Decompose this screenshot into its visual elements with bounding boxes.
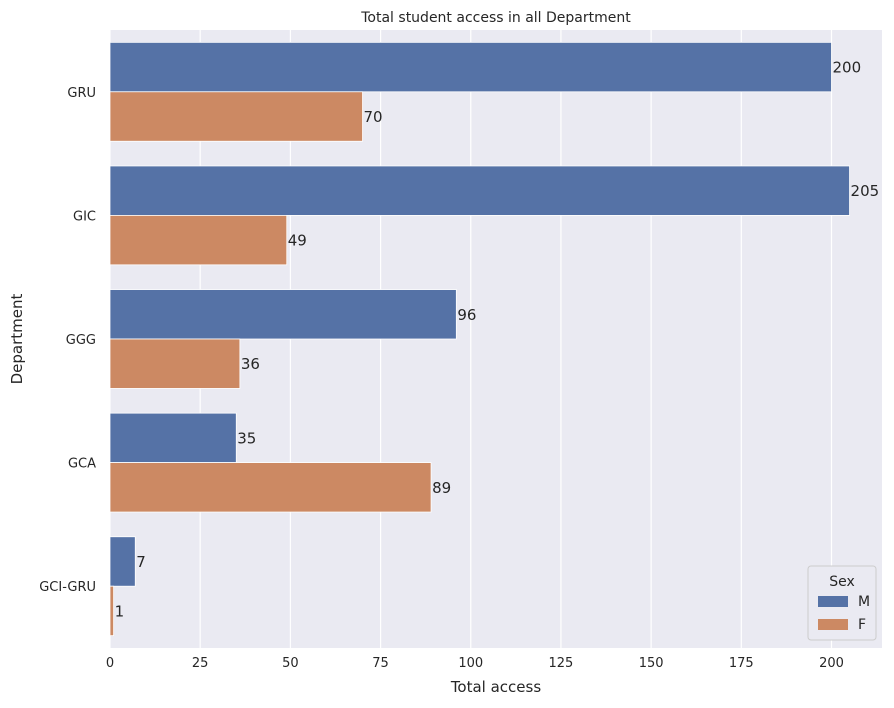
bar-m-gru <box>109 41 832 93</box>
bar-m-gic <box>109 165 850 216</box>
data-label: 89 <box>432 479 451 497</box>
data-label: 1 <box>115 602 125 620</box>
legend-swatch-f <box>818 619 848 630</box>
x-axis-ticks: 0 25 50 75 100 125 150 175 200 <box>106 656 844 671</box>
data-label: 36 <box>241 355 260 373</box>
x-tick-label: 25 <box>192 656 209 671</box>
x-tick-label: 50 <box>282 656 299 671</box>
x-tick-label: 0 <box>106 656 114 671</box>
bars <box>109 41 850 637</box>
data-label: 7 <box>136 553 146 571</box>
data-label: 205 <box>851 182 880 200</box>
bar-f-ggg <box>109 338 241 389</box>
chart-title: Total student access in all Department <box>360 10 631 26</box>
x-tick-label: 125 <box>549 656 574 671</box>
legend-title: Sex <box>829 574 855 590</box>
bar-f-gic <box>109 214 288 266</box>
bar-m-ggg <box>109 289 457 340</box>
x-tick-label: 150 <box>639 656 664 671</box>
x-tick-label: 200 <box>819 656 844 671</box>
y-axis-ticks: GRU GIC GGG GCA GCI-GRU <box>39 86 96 595</box>
bar-m-gci-gru <box>109 536 136 587</box>
legend: Sex M F <box>807 565 877 641</box>
legend-label-f: F <box>858 617 866 633</box>
y-tick-label: GIC <box>73 209 96 224</box>
x-tick-label: 100 <box>458 656 483 671</box>
y-tick-label: GRU <box>67 86 96 101</box>
x-tick-label: 75 <box>372 656 389 671</box>
legend-swatch-m <box>818 596 848 607</box>
data-label: 96 <box>457 306 476 324</box>
y-axis-label: Department <box>8 294 26 385</box>
y-tick-label: GCI-GRU <box>39 580 96 595</box>
bar-m-gca <box>109 412 237 464</box>
bar-f-gci-gru <box>109 585 115 637</box>
data-label: 70 <box>364 108 383 126</box>
bar-f-gca <box>109 462 432 513</box>
data-label: 200 <box>832 59 861 77</box>
data-labels: 200 70 205 49 96 36 35 89 7 1 <box>115 59 880 621</box>
legend-label-m: M <box>858 594 870 610</box>
x-tick-label: 175 <box>729 656 754 671</box>
y-tick-label: GGG <box>66 333 96 348</box>
y-tick-label: GCA <box>68 457 96 472</box>
bar-f-gru <box>109 91 363 142</box>
data-label: 49 <box>288 232 307 250</box>
x-axis-label: Total access <box>450 678 542 696</box>
data-label: 35 <box>237 429 256 447</box>
